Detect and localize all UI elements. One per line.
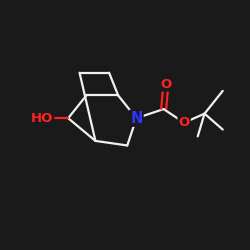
- Text: O: O: [178, 116, 190, 129]
- Text: HO: HO: [31, 112, 53, 125]
- Text: O: O: [160, 78, 172, 90]
- Text: N: N: [130, 111, 142, 126]
